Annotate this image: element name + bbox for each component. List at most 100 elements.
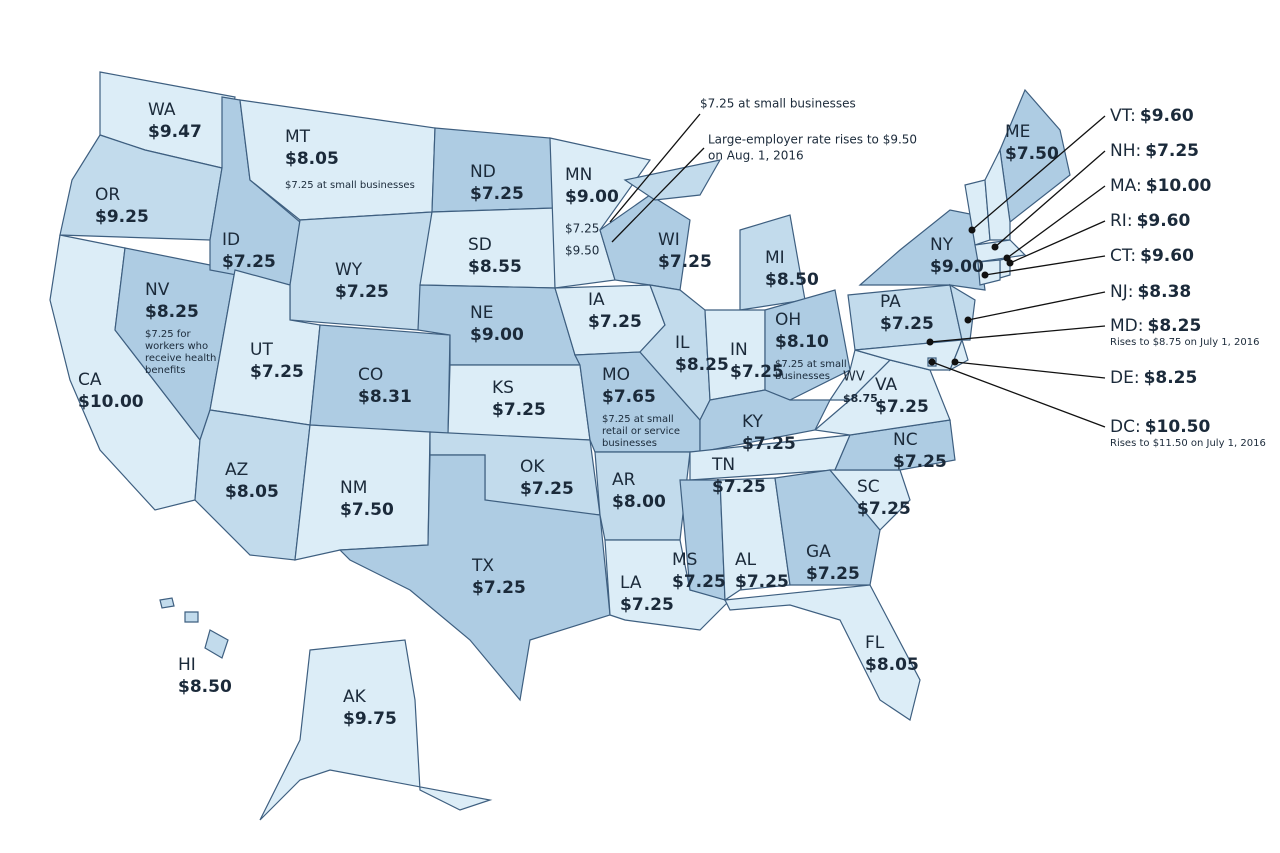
state-wage: $7.25 bbox=[658, 252, 712, 272]
state-note: businesses bbox=[602, 438, 657, 449]
leader-dot bbox=[951, 358, 959, 366]
state-shape bbox=[259, 639, 493, 821]
state-abbr: DE: bbox=[1110, 368, 1140, 388]
state-wage: $9.47 bbox=[148, 122, 202, 142]
state-wage: $7.25 bbox=[620, 595, 674, 615]
state-wage: $7.50 bbox=[340, 500, 394, 520]
state-abbr: AL bbox=[735, 550, 757, 570]
state-note: $7.25 for bbox=[145, 329, 191, 340]
state-wage: $8.55 bbox=[468, 257, 522, 277]
state-note: Rises to $8.75 on July 1, 2016 bbox=[1110, 337, 1259, 348]
state-note: businesses bbox=[775, 371, 830, 382]
leader-line bbox=[609, 113, 701, 223]
state-abbr: OR bbox=[95, 185, 120, 205]
state-abbr: WV bbox=[843, 370, 865, 385]
state-note: workers who bbox=[145, 341, 208, 352]
state-abbr: GA bbox=[806, 542, 831, 562]
state-wage: $7.65 bbox=[602, 387, 656, 407]
state-wage: $10.50 bbox=[1145, 417, 1211, 437]
state-note: retail or service bbox=[602, 426, 680, 437]
state-shape bbox=[204, 629, 229, 659]
state-wage: $7.25 bbox=[250, 362, 304, 382]
state-wage: $9.00 bbox=[930, 257, 984, 277]
state-abbr: CA bbox=[78, 370, 102, 390]
state-abbr: MO bbox=[602, 365, 630, 385]
leader-line bbox=[611, 147, 705, 243]
state-wage: $8.31 bbox=[358, 387, 412, 407]
state-note: benefits bbox=[145, 365, 185, 376]
state-wage: $9.60 bbox=[1140, 106, 1194, 126]
state-abbr: AZ bbox=[225, 460, 248, 480]
state-abbr: NH: bbox=[1110, 141, 1141, 161]
state-wage: $8.05 bbox=[285, 149, 339, 169]
state-shape bbox=[604, 539, 732, 631]
state-abbr: KY bbox=[742, 412, 764, 432]
state-wage: $7.25 bbox=[470, 184, 524, 204]
state-wage: $9.00 bbox=[470, 325, 524, 345]
state-abbr: VT: bbox=[1110, 106, 1136, 126]
state-wage: $7.25 bbox=[1145, 141, 1199, 161]
state-wage: $7.25 bbox=[588, 312, 642, 332]
state-shape bbox=[724, 584, 921, 721]
state-abbr: NC bbox=[893, 430, 918, 450]
state-wage: $9.00 bbox=[565, 187, 619, 207]
state-abbr: OK bbox=[520, 457, 545, 477]
state-wage: $7.25 bbox=[222, 252, 276, 272]
state-abbr: TN bbox=[711, 455, 735, 475]
state-wage: $7.25 bbox=[742, 434, 796, 454]
state-shape bbox=[338, 454, 611, 702]
state-abbr: ND bbox=[470, 162, 496, 182]
state-wage: $8.25 bbox=[1144, 368, 1198, 388]
state-abbr: OH bbox=[775, 310, 801, 330]
annotation: $7.25 at small businesses bbox=[700, 97, 856, 111]
leader-dot bbox=[964, 316, 972, 324]
state-note: $9.50 bbox=[565, 244, 599, 258]
state-abbr: ME bbox=[1005, 122, 1030, 142]
state-abbr: IA bbox=[588, 290, 605, 310]
leader-line bbox=[971, 115, 1106, 231]
state-note: receive health bbox=[145, 353, 216, 364]
state-wage: $8.25 bbox=[1148, 316, 1202, 336]
leader-dot bbox=[968, 226, 976, 234]
leader-line bbox=[954, 361, 1106, 379]
state-shape bbox=[834, 419, 956, 471]
state-abbr: ID bbox=[222, 230, 240, 250]
state-abbr: SD bbox=[468, 235, 492, 255]
state-wage: $8.25 bbox=[145, 302, 199, 322]
state-abbr: NV bbox=[145, 280, 170, 300]
state-abbr: CT: bbox=[1110, 246, 1136, 266]
state-wage: $7.25 bbox=[335, 282, 389, 302]
state-wage: $9.60 bbox=[1137, 211, 1191, 231]
state-wage: $8.50 bbox=[765, 270, 819, 290]
state-abbr: WY bbox=[335, 260, 363, 280]
state-wage: $8.05 bbox=[865, 655, 919, 675]
state-wage: $8.50 bbox=[178, 677, 232, 697]
state-abbr: NM bbox=[340, 478, 367, 498]
state-shapes bbox=[49, 71, 1071, 821]
leader-line bbox=[931, 361, 1106, 428]
state-wage: $7.25 bbox=[880, 314, 934, 334]
leader-dot bbox=[926, 338, 934, 346]
state-abbr: DC: bbox=[1110, 417, 1141, 437]
state-shape bbox=[984, 148, 1011, 241]
state-abbr: KS bbox=[492, 378, 514, 398]
state-abbr: PA bbox=[880, 292, 901, 312]
state-shape bbox=[184, 611, 199, 623]
state-wage: $7.25 bbox=[712, 477, 766, 497]
state-abbr: IN bbox=[730, 340, 748, 360]
state-abbr: WI bbox=[658, 230, 680, 250]
annotation: Large-employer rate rises to $9.50 bbox=[708, 133, 917, 147]
state-abbr: FL bbox=[865, 633, 885, 653]
state-wage: $8.75 bbox=[843, 392, 878, 405]
state-wage: $9.60 bbox=[1140, 246, 1194, 266]
leader-line bbox=[929, 325, 1106, 343]
leader-line bbox=[967, 291, 1106, 321]
state-note: $7.25 bbox=[565, 222, 599, 236]
state-note: $7.25 at small businesses bbox=[285, 180, 415, 191]
state-wage: $7.25 bbox=[735, 572, 789, 592]
state-abbr: CO bbox=[358, 365, 383, 385]
state-abbr: VA bbox=[875, 375, 898, 395]
state-abbr: MI bbox=[765, 248, 785, 268]
state-note: $7.25 at small bbox=[775, 359, 847, 370]
